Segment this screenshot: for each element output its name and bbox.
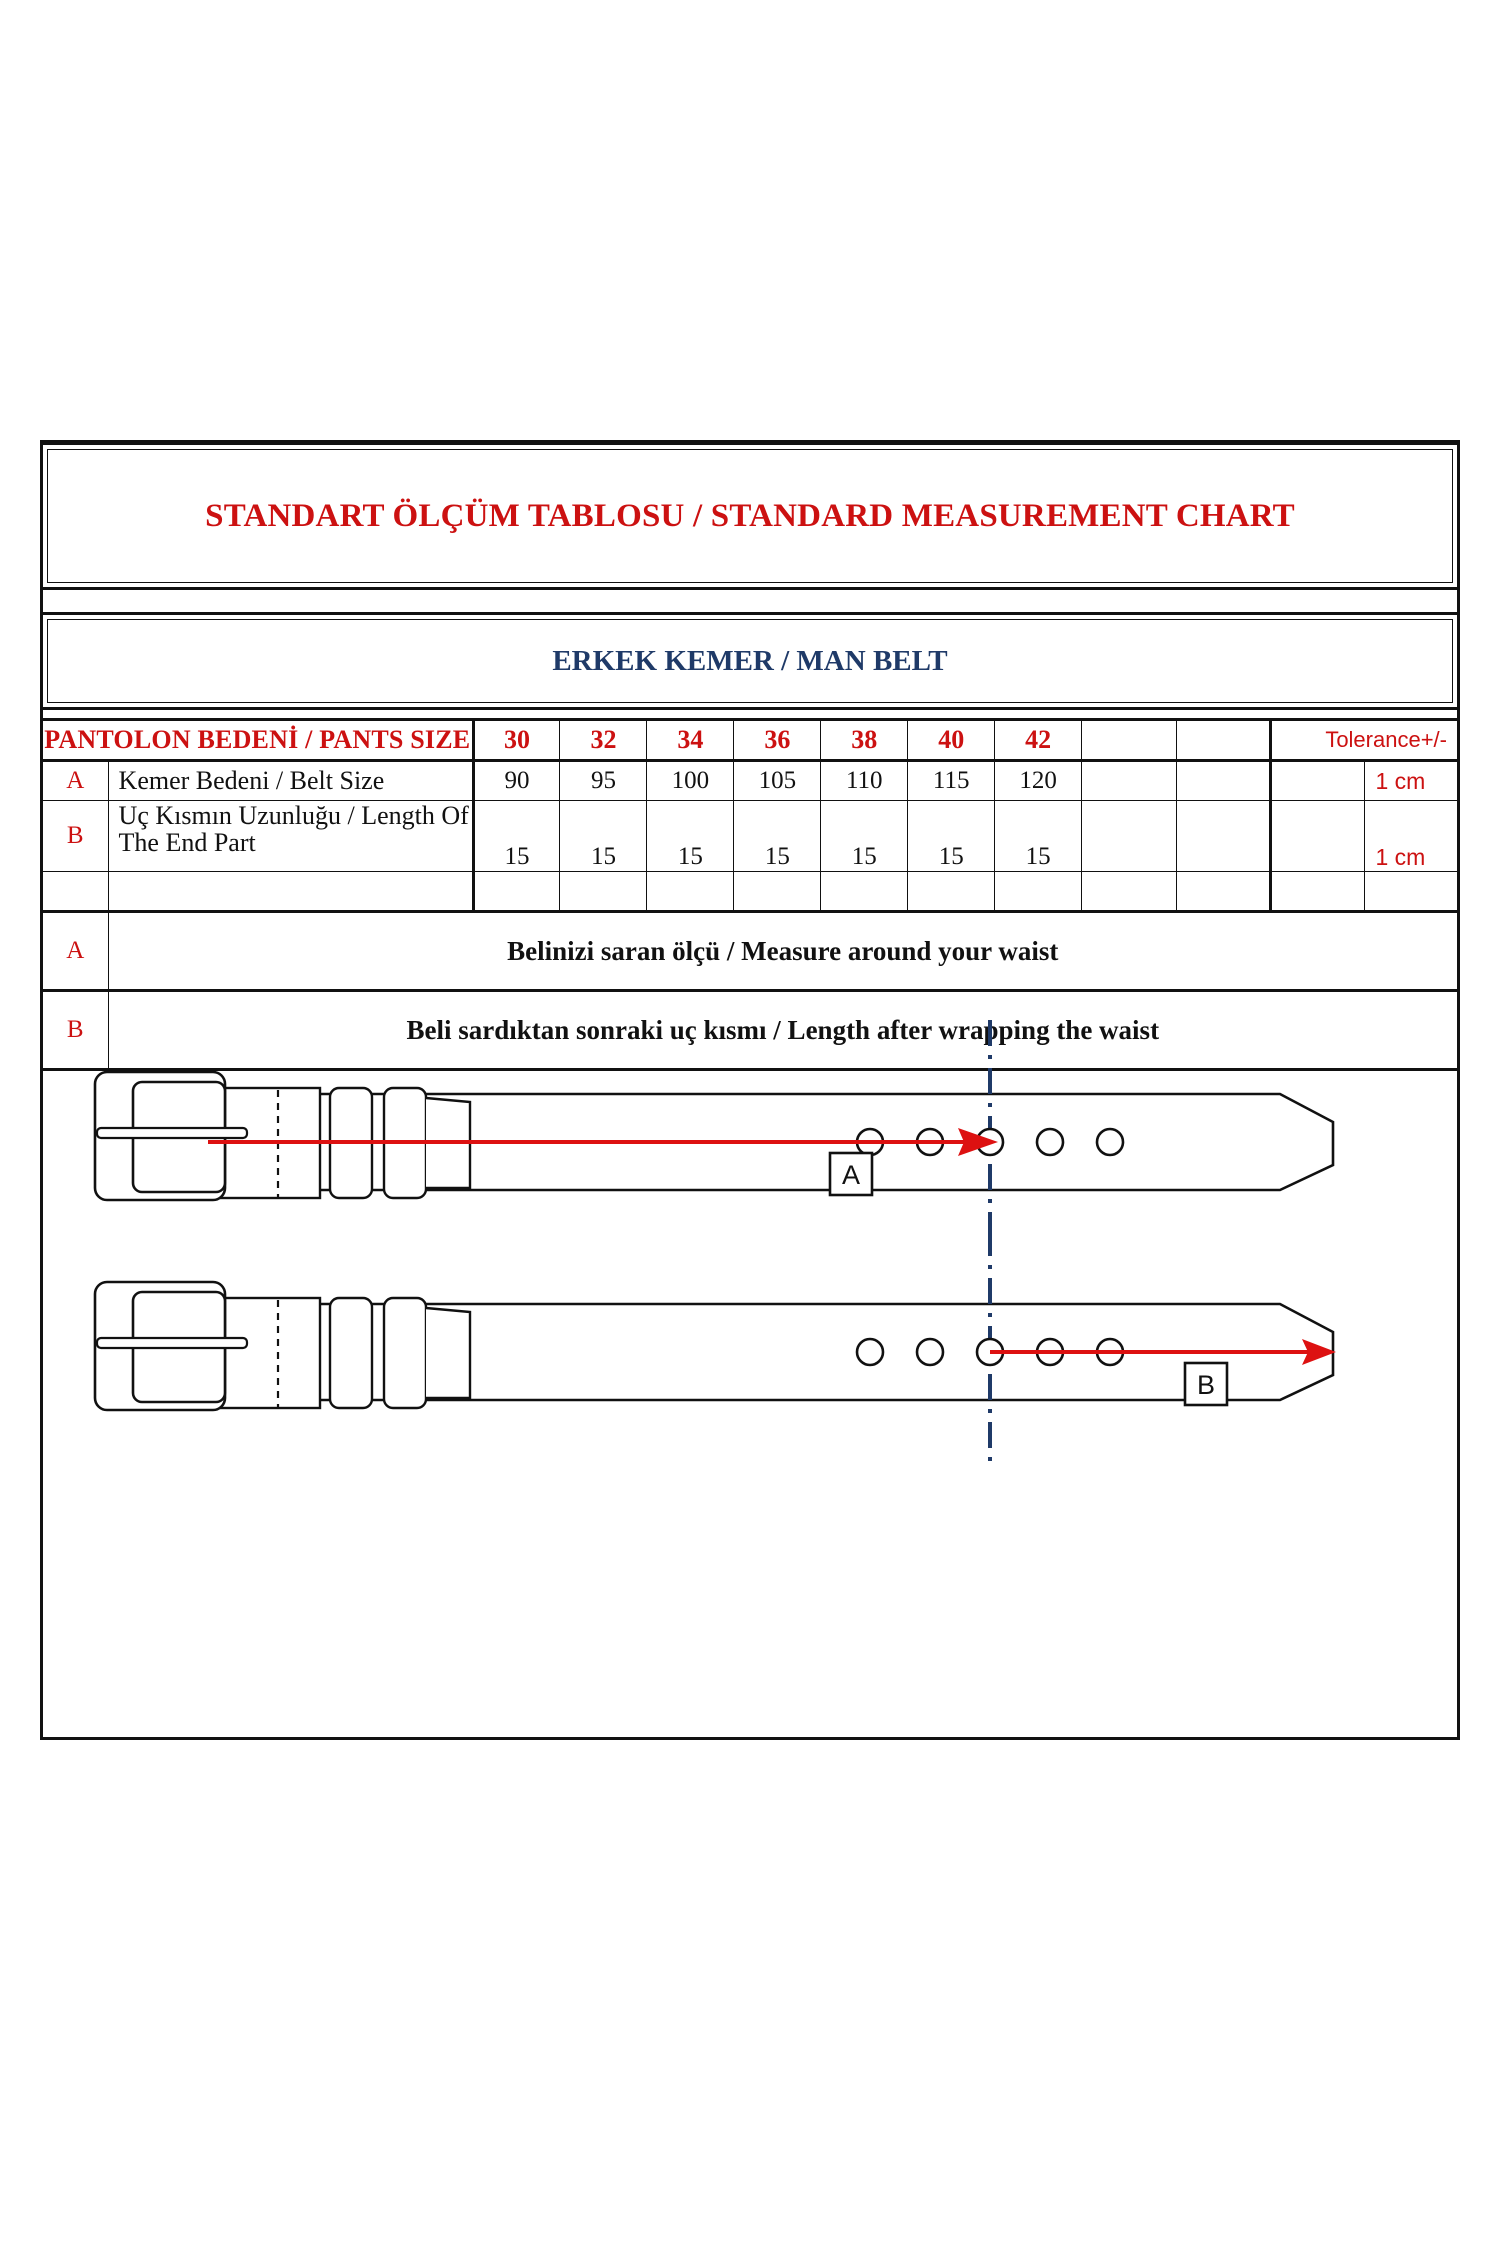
- header-pants-size: PANTOLON BEDENİ / PANTS SIZE: [40, 718, 474, 762]
- belt-b-buckle-prong: [95, 1336, 249, 1350]
- row-a-tolerance: 1 cm: [1364, 760, 1460, 801]
- header-empty-1: [1175, 718, 1272, 762]
- spacer-7: [1081, 871, 1177, 913]
- belt-a-callout-box: [828, 1151, 874, 1197]
- row-a-value-5: 115: [907, 760, 996, 801]
- belt-a-measure-arrowhead: [958, 1128, 998, 1156]
- row-b-empty-1: [1175, 800, 1272, 872]
- size-header-2: 34: [646, 718, 735, 762]
- row-code-a: A: [40, 760, 109, 801]
- spacer-10: [1364, 871, 1460, 913]
- row-b-value-2: 15: [646, 800, 735, 872]
- row-code-b: B: [40, 800, 109, 872]
- spacer-3: [733, 871, 822, 913]
- row-b-value-4: 15: [820, 800, 909, 872]
- row-b-value-3: 15: [733, 800, 822, 872]
- belt-b-keeper-1: [328, 1296, 374, 1410]
- size-header-3: 36: [733, 718, 822, 762]
- table-row-a: A Kemer Bedeni / Belt Size 90 95 100 105…: [40, 760, 1460, 801]
- table-row-b: B Uç Kısmın Uzunluğu / Length Of The End…: [40, 800, 1460, 872]
- row-a-value-1: 95: [559, 760, 648, 801]
- row-b-empty-2: [1268, 800, 1366, 872]
- belt-b-callout-label: B: [1197, 1370, 1215, 1400]
- size-header-5: 40: [907, 718, 996, 762]
- row-label-b-line2: The End Part: [118, 827, 256, 857]
- header-empty-0: [1081, 718, 1177, 762]
- spacer-6: [994, 871, 1083, 913]
- belt-b-keeper-2: [382, 1296, 428, 1410]
- spacer-4: [820, 871, 909, 913]
- row-label-b-line1: Uç Kısmın Uzunluğu / Length Of: [118, 801, 469, 830]
- row-b-tolerance: 1 cm: [1364, 800, 1460, 872]
- spacer-8: [1175, 871, 1272, 913]
- row-a-value-2: 100: [646, 760, 735, 801]
- belt-a-hole-4: [1035, 1127, 1065, 1157]
- belt-a-callout-label: A: [842, 1160, 860, 1190]
- row-a-value-4: 110: [820, 760, 909, 801]
- row-label-b: Uç Kısmın Uzunluğu / Length Of The End P…: [107, 800, 474, 872]
- belt-b-measure-arrowhead: [1302, 1339, 1336, 1365]
- desc-code-a: A: [40, 911, 109, 992]
- desc-text-a: Belinizi saran ölçü / Measure around you…: [107, 911, 1461, 992]
- page-title: STANDART ÖLÇÜM TABLOSU / STANDARD MEASUR…: [205, 497, 1295, 534]
- belt-b-strap-step: [425, 1306, 472, 1400]
- size-header-0: 30: [471, 718, 561, 762]
- description-row-b: B Beli sardıktan sonraki uç kısmı / Leng…: [40, 990, 1461, 1071]
- row-a-empty-0: [1081, 760, 1177, 801]
- desc-text-b: Beli sardıktan sonraki uç kısmı / Length…: [107, 990, 1461, 1071]
- spacer-code: [40, 871, 109, 913]
- description-row-a: A Belinizi saran ölçü / Measure around y…: [40, 911, 1461, 992]
- belt-b-callout-box: [1183, 1361, 1229, 1407]
- belt-a-hole-5: [1095, 1127, 1125, 1157]
- size-header-1: 32: [559, 718, 648, 762]
- belt-a-buckle-prong: [95, 1126, 249, 1140]
- belt-diagram-a: A: [93, 1020, 1335, 1260]
- desc-code-b: B: [40, 990, 109, 1071]
- spacer-2: [646, 871, 735, 913]
- spacer-9: [1268, 871, 1366, 913]
- product-category-label: ERKEK KEMER / MAN BELT: [552, 644, 948, 677]
- belt-b-hole-2: [915, 1337, 945, 1367]
- row-b-value-6: 15: [994, 800, 1083, 872]
- row-a-value-3: 105: [733, 760, 822, 801]
- table-spacer-row: [40, 871, 1460, 913]
- spacer-label: [107, 871, 474, 913]
- belt-b-fold: [208, 1296, 322, 1410]
- row-a-empty-2: [1268, 760, 1366, 801]
- size-header-4: 38: [820, 718, 909, 762]
- chart-subtitle-box: ERKEK KEMER / MAN BELT: [40, 612, 1460, 710]
- belt-diagram-area: A: [40, 1010, 1460, 1490]
- belt-diagram-b: B: [93, 1230, 1336, 1470]
- row-label-a: Kemer Bedeni / Belt Size: [107, 760, 474, 801]
- row-b-value-0: 15: [471, 800, 561, 872]
- row-a-empty-1: [1175, 760, 1272, 801]
- row-b-value-5: 15: [907, 800, 996, 872]
- row-b-empty-0: [1081, 800, 1177, 872]
- row-a-value-6: 120: [994, 760, 1083, 801]
- spacer-5: [907, 871, 996, 913]
- measurement-table: PANTOLON BEDENİ / PANTS SIZE 30 32 34 36…: [40, 718, 1461, 1071]
- table-header-row: PANTOLON BEDENİ / PANTS SIZE 30 32 34 36…: [40, 718, 1460, 762]
- spacer-0: [471, 871, 561, 913]
- row-b-value-1: 15: [559, 800, 648, 872]
- size-header-6: 42: [994, 718, 1083, 762]
- spacer-1: [559, 871, 648, 913]
- row-a-value-0: 90: [471, 760, 561, 801]
- tolerance-header: Tolerance+/-: [1269, 718, 1460, 762]
- chart-title-box: STANDART ÖLÇÜM TABLOSU / STANDARD MEASUR…: [40, 442, 1460, 590]
- belt-b-hole-1: [855, 1337, 885, 1367]
